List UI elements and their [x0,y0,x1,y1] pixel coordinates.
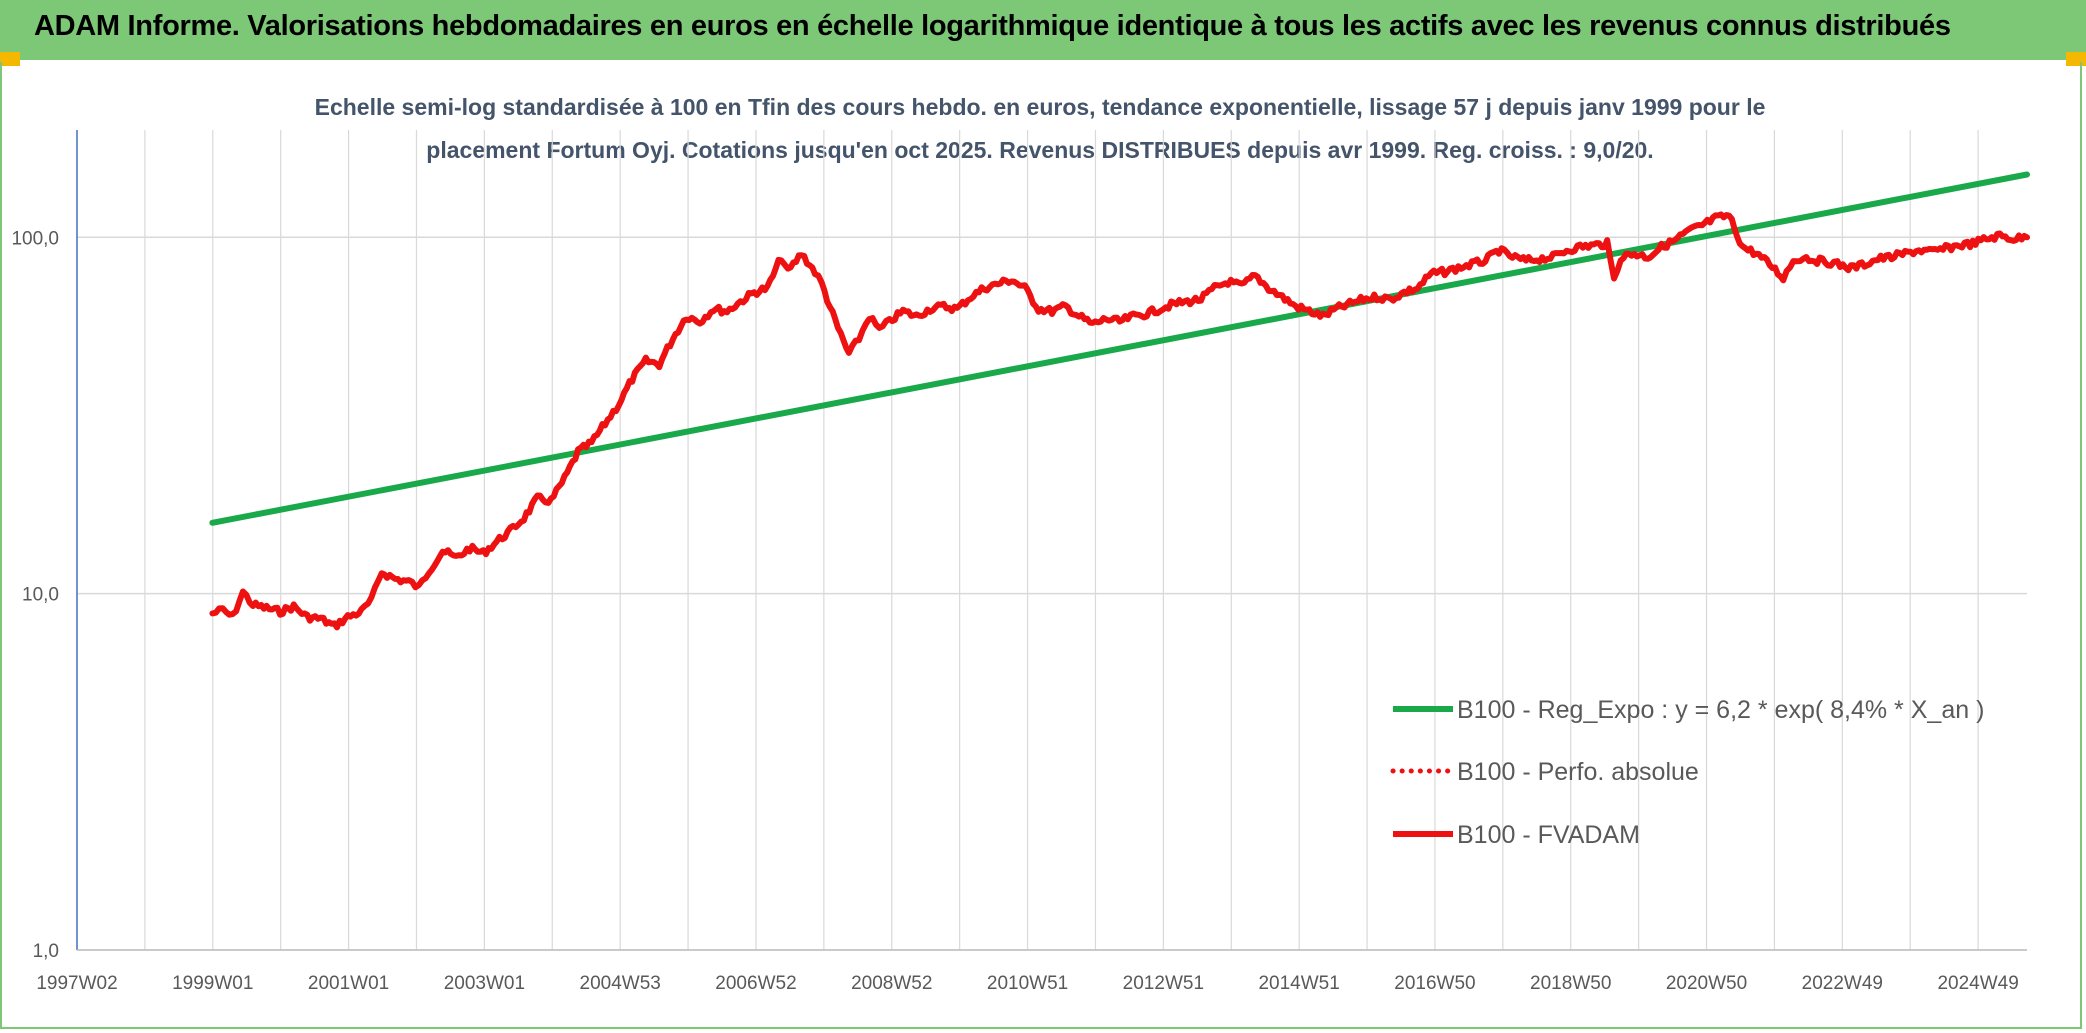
legend: B100 - Reg_Expo : y = 6,2 * exp( 8,4% * … [1390,696,1984,849]
legend-item-regression-label: B100 - Reg_Expo : y = 6,2 * exp( 8,4% * … [1457,696,1984,724]
y-tick-label: 1,0 [33,941,59,962]
x-tick-label: 2024W49 [1937,973,2018,994]
x-tick-label: 2016W50 [1394,973,1475,994]
x-tick-label: 2014W51 [1258,973,1339,994]
x-tick-label: 2003W01 [444,973,525,994]
x-tick-label: 2012W51 [1123,973,1204,994]
x-tick-label: 2008W52 [851,973,932,994]
chart-title-line-1: Echelle semi-log standardisée à 100 en T… [314,94,1766,120]
legend-item-perfo-absolue-label: B100 - Perfo. absolue [1457,758,1699,786]
y-tick-label: 10,0 [22,585,59,606]
chart-frame [0,62,2082,1029]
x-tick-label: 2001W01 [308,973,389,994]
x-tick-label: 2022W49 [1802,973,1883,994]
x-tick-label: 1999W01 [172,973,253,994]
x-tick-labels: 1997W02 1999W01 2001W01 2003W01 2004W53 2006W… [36,973,2018,994]
fvadam-line [209,211,2030,631]
regression-line [209,171,2030,526]
page-title: ADAM Informe. Valorisations hebdomadaire… [34,10,1951,42]
x-tick-label: 2010W51 [987,973,1068,994]
x-tick-label: 1997W02 [36,973,117,994]
x-tick-label: 2004W53 [580,973,661,994]
chart-title-line-2: placement Fortum Oyj. Cotations jusqu'en… [426,137,1654,163]
grid-lines [76,130,2027,951]
y-tick-labels: 1,0 10,0 100,0 [11,228,59,962]
x-tick-label: 2018W50 [1530,973,1611,994]
header-bar: ADAM Informe. Valorisations hebdomadaire… [0,0,2086,60]
series [209,171,2030,631]
corner-marker-left [0,52,20,66]
legend-item-fvadam-label: B100 - FVADAM [1457,821,1640,849]
y-tick-label: 100,0 [11,228,59,249]
x-tick-label: 2006W52 [715,973,796,994]
axes [76,130,2027,951]
x-tick-label: 2020W50 [1666,973,1747,994]
chart-title: Echelle semi-log standardisée à 100 en T… [200,86,1880,172]
